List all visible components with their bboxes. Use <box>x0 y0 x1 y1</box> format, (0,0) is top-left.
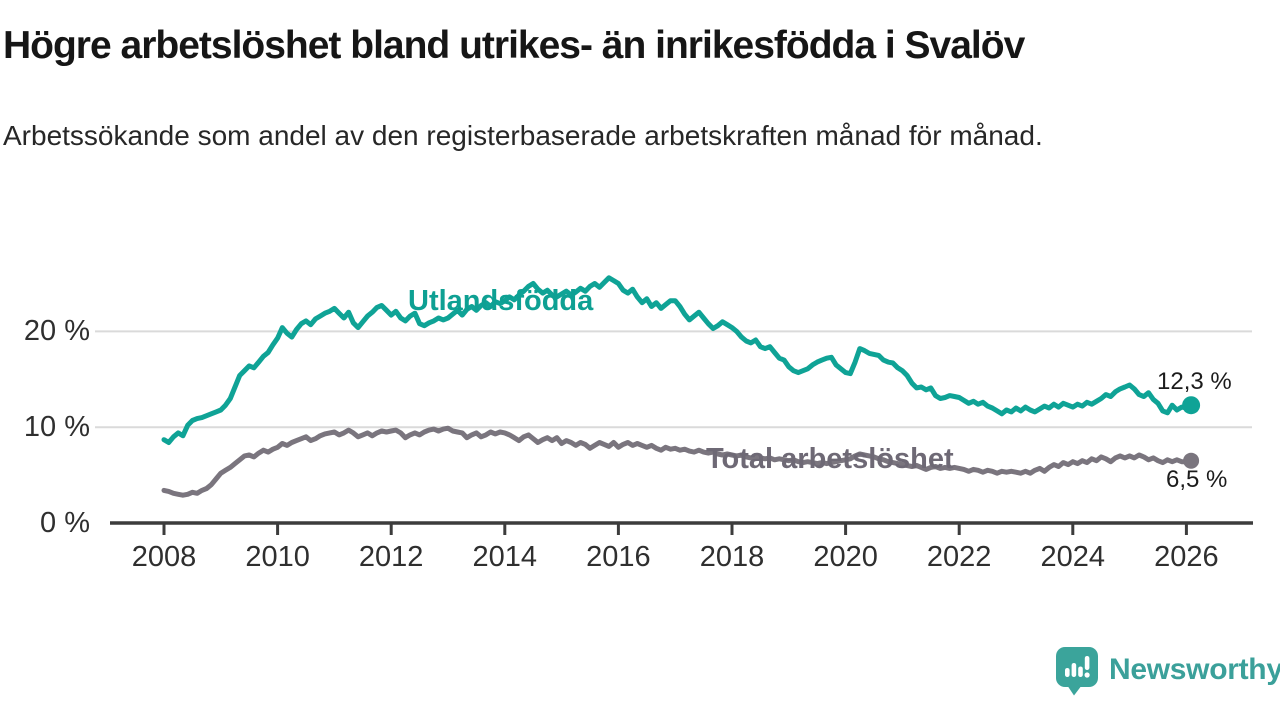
x-axis-label: 2010 <box>245 541 310 573</box>
x-axis-label: 2018 <box>699 541 765 573</box>
y-axis-label: 10 % <box>23 411 90 444</box>
series-label-total-arbetsloshet: Total arbetslöshet <box>706 443 954 475</box>
page-title: Högre arbetslöshet bland utrikes- än inr… <box>3 24 1025 67</box>
x-axis-label: 2026 <box>1154 541 1219 573</box>
x-axis-label: 2016 <box>586 541 651 573</box>
x-axis-label: 2008 <box>131 541 197 573</box>
series-line-utlandsfodda <box>161 275 1194 445</box>
brand-name: Newsworthy <box>1109 653 1280 686</box>
value-label-utlandsfodda: 12,3 % <box>1157 368 1232 395</box>
x-axis-label: 2024 <box>1040 541 1106 573</box>
newsworthy-icon <box>1056 647 1098 696</box>
y-axis-label: 20 % <box>23 315 90 348</box>
page-subtitle: Arbetssökande som andel av den registerb… <box>3 120 1043 151</box>
series-end-dot-utlandsfodda <box>1182 396 1201 415</box>
series-end-dot-total <box>1183 452 1200 469</box>
value-label-total: 6,5 % <box>1166 466 1228 493</box>
y-axis-label: 0 % <box>40 507 90 539</box>
series-line-total <box>161 425 1194 498</box>
x-axis-label: 2012 <box>358 541 424 573</box>
x-axis-label: 2014 <box>472 541 538 573</box>
x-axis-label: 2022 <box>926 541 992 573</box>
series-label-utlandsfodda: Utlandsfödda <box>408 285 594 317</box>
x-axis-label: 2020 <box>813 541 878 573</box>
brand-logo: Newsworthy <box>1053 645 1280 696</box>
